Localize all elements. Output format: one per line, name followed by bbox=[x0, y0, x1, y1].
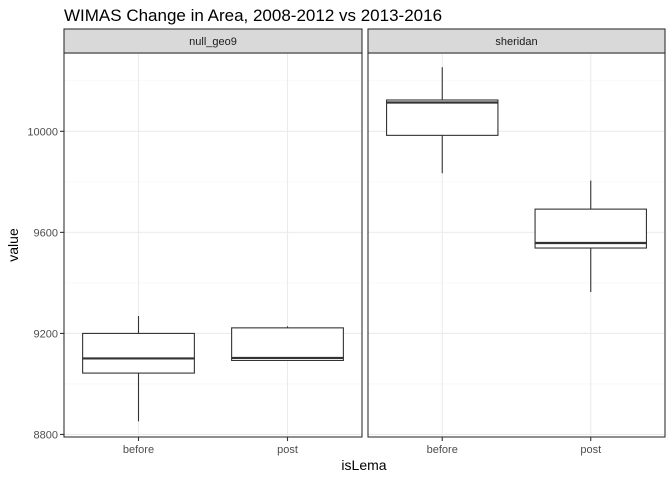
facet-strip-label: null_geo9 bbox=[189, 36, 237, 48]
y-tick-label: 9600 bbox=[34, 227, 58, 239]
box-iqr bbox=[82, 332, 195, 374]
facet-strip-label: sheridan bbox=[495, 36, 537, 48]
x-tick-label: before bbox=[123, 444, 154, 456]
chart-title: WIMAS Change in Area, 2008-2012 vs 2013-… bbox=[64, 6, 442, 25]
y-axis-title: value bbox=[5, 228, 21, 262]
boxplot-sheridan-post bbox=[534, 180, 647, 292]
box-iqr bbox=[231, 327, 344, 362]
y-axis-ticks: 8800 9200 9600 10000 bbox=[27, 126, 64, 441]
box-iqr bbox=[534, 208, 647, 249]
x-tick-label: post bbox=[277, 444, 298, 456]
y-tick-label: 8800 bbox=[34, 429, 58, 441]
boxplot-sheridan-before bbox=[386, 67, 499, 174]
facet-strip bbox=[63, 28, 363, 54]
facet-panel: sheridan before post bbox=[367, 28, 666, 456]
boxplot-null_geo9-before bbox=[82, 315, 195, 422]
y-tick-label: 9200 bbox=[34, 328, 58, 340]
y-tick-label: 10000 bbox=[27, 126, 58, 138]
panel-border bbox=[63, 52, 363, 438]
boxplot-null_geo9-post bbox=[231, 326, 344, 362]
x-tick-label: before bbox=[427, 444, 458, 456]
x-tick-label: post bbox=[580, 444, 601, 456]
facet-strip bbox=[367, 28, 666, 54]
x-axis-title: isLema bbox=[341, 457, 386, 473]
box-iqr bbox=[386, 99, 499, 136]
